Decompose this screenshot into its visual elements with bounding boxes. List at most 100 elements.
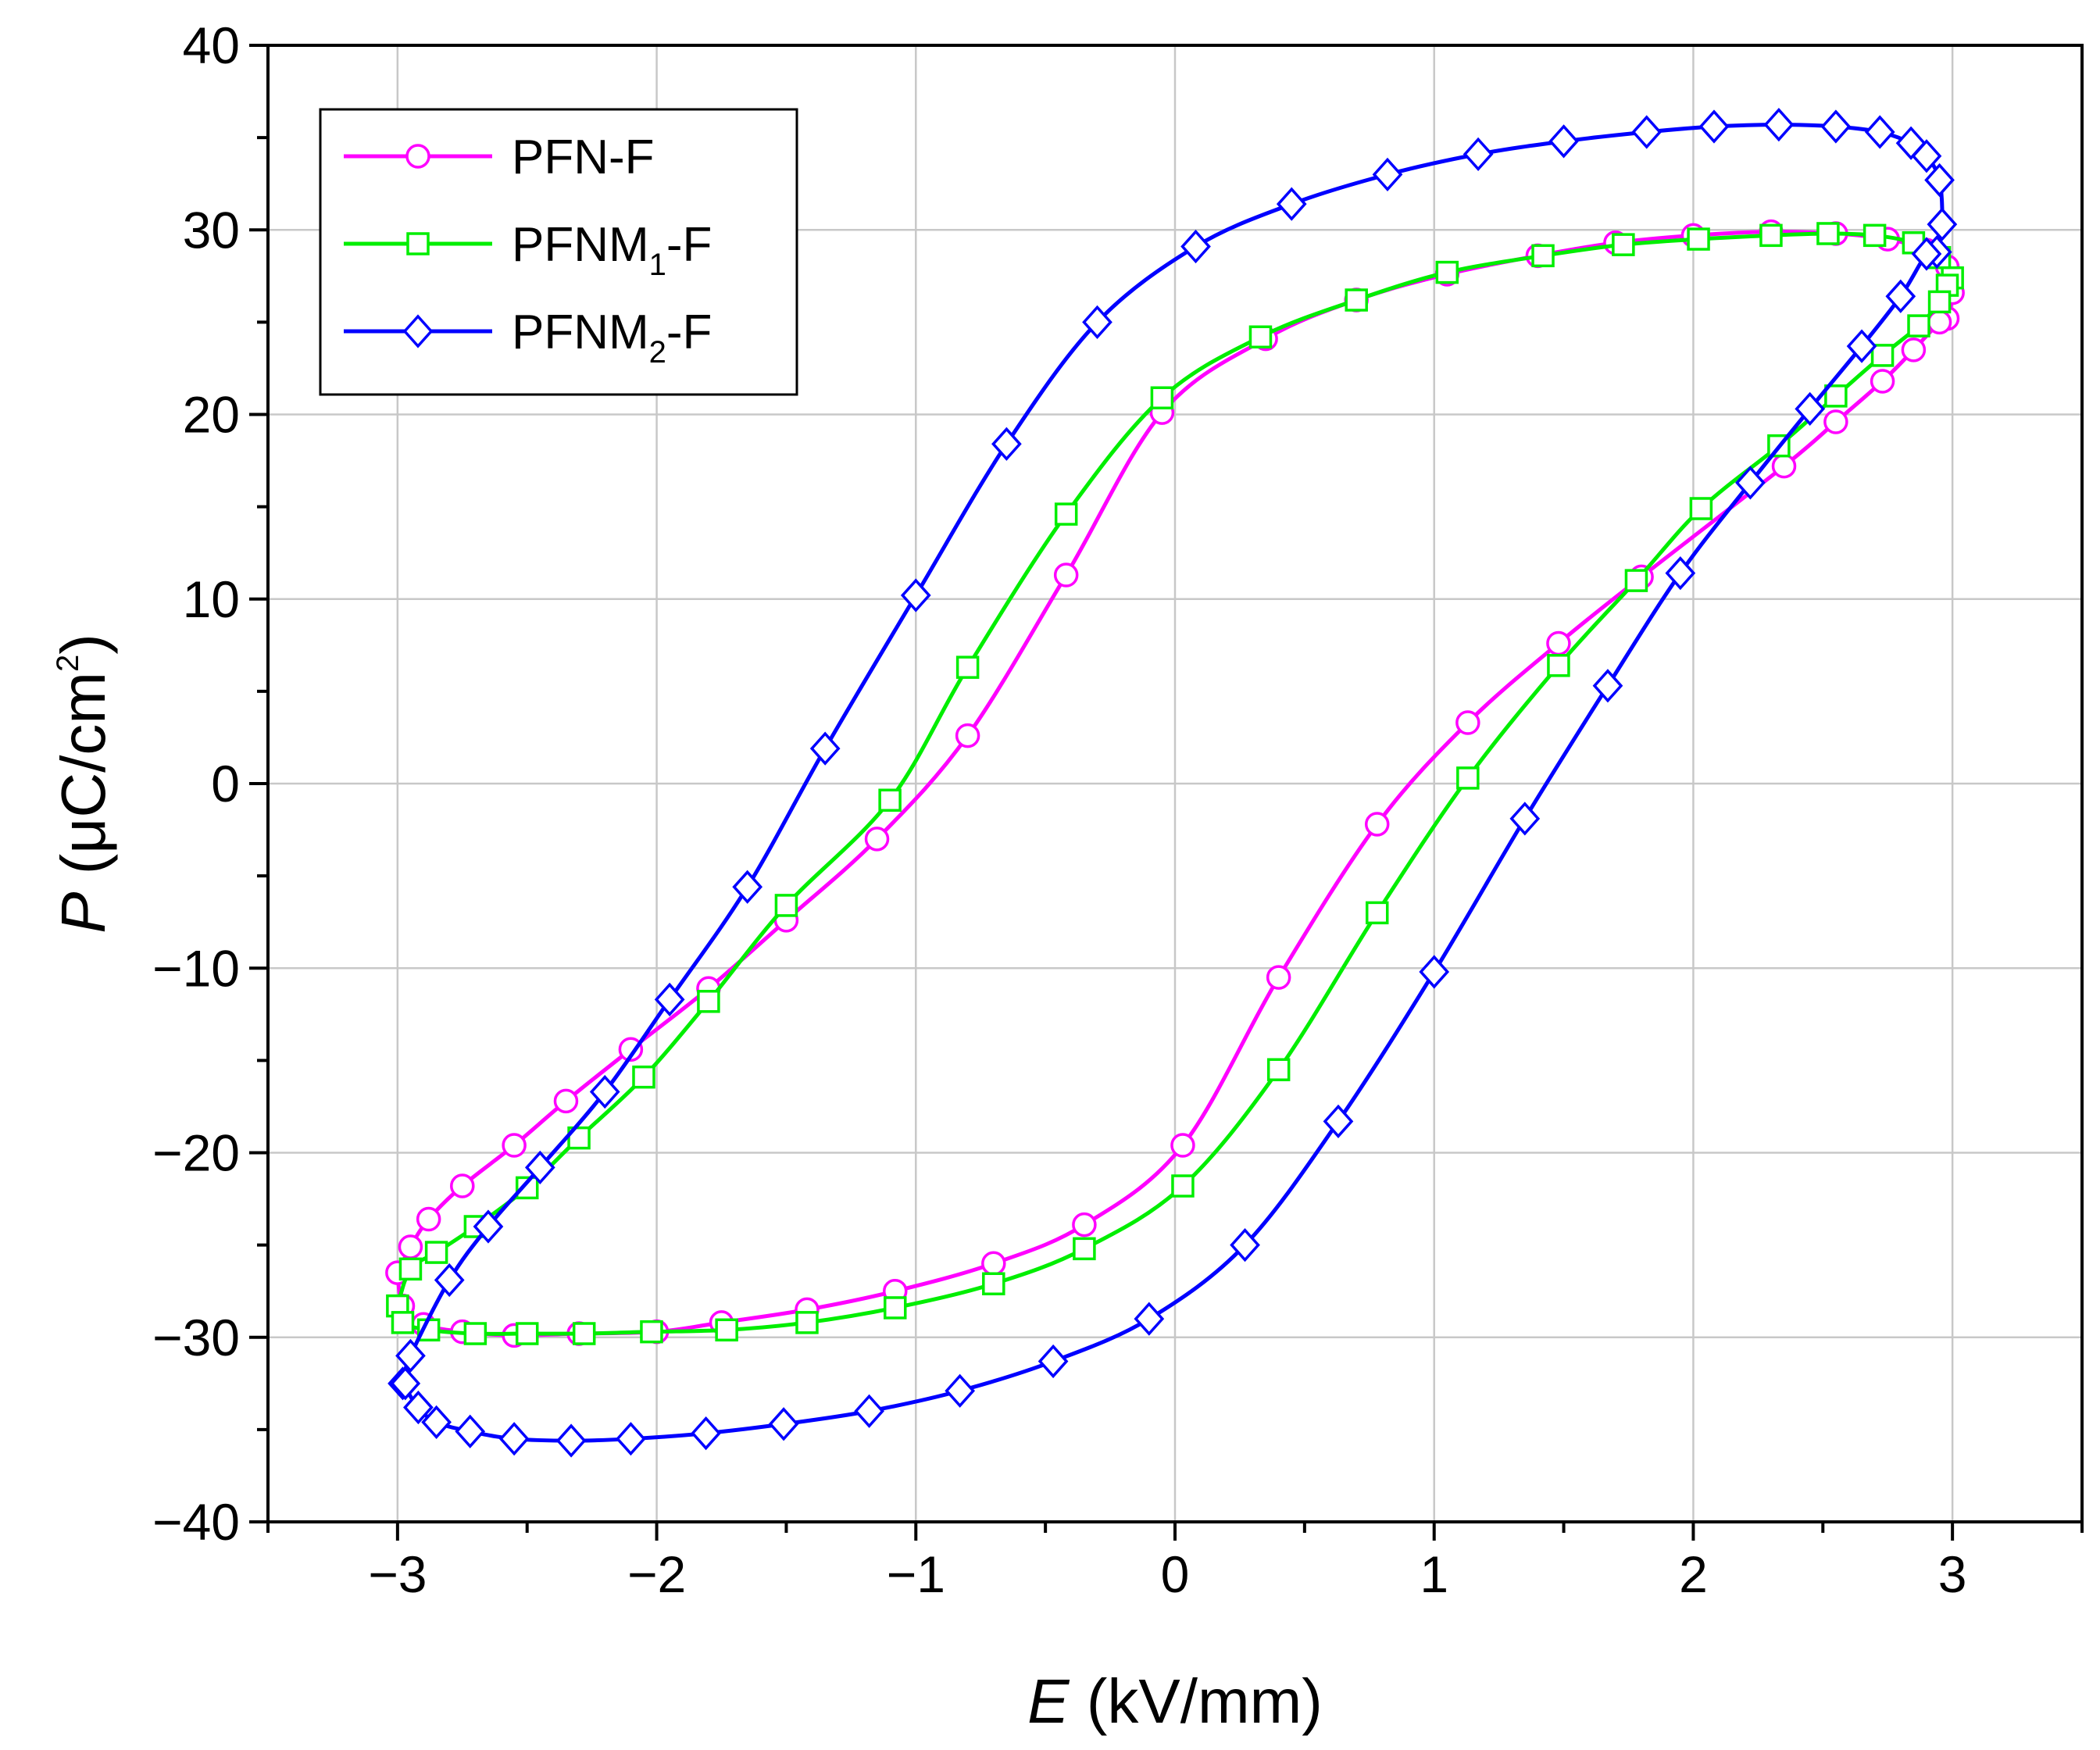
data-point-PFNM2-F-3 <box>473 1209 504 1244</box>
data-point-PFN-F-9 <box>864 827 890 852</box>
data-point-PFNM1-F-40 <box>883 1296 907 1320</box>
data-point-PFNM2-F-30 <box>1795 391 1826 427</box>
legend-label-suffix: -F <box>666 218 712 272</box>
data-point-PFNM1-F-36 <box>1266 1058 1291 1081</box>
data-point-PFN-F-32 <box>1546 630 1571 656</box>
data-point-PFNM2-F-19 <box>1763 107 1795 142</box>
data-point-PFN-F-30 <box>1771 453 1797 479</box>
data-point-PFNM1-F-22 <box>1902 231 1926 255</box>
data-point-PFNM2-F-25 <box>1927 207 1958 241</box>
legend-label-main: PFNM <box>512 305 649 359</box>
data-point-PFNM2-F-24 <box>1924 162 1955 198</box>
data-point-PFNM2-F-4 <box>524 1150 555 1185</box>
legend-label: PFN-F <box>512 130 655 184</box>
data-point-PFNM2-F-7 <box>732 870 763 904</box>
legend-item-PFN-F: PFN-F <box>344 130 655 184</box>
legend-label: PFNM2-F <box>512 305 712 370</box>
data-point-PFN-F-6 <box>618 1037 644 1062</box>
y-tick-label-0: −40 <box>152 1493 240 1551</box>
data-point-PFNM2-F-31 <box>1735 466 1766 500</box>
data-point-PFNM1-F-13 <box>1248 325 1273 349</box>
data-point-PFNM2-F-21 <box>1864 115 1895 149</box>
data-point-PFNM1-F-31 <box>1689 497 1713 520</box>
y-axis-title: P (μC/cm2) <box>48 634 118 934</box>
data-point-PFN-F-1 <box>398 1234 423 1259</box>
x-tick-label-3: 0 <box>1161 1545 1190 1603</box>
series-PFNM2-F <box>388 107 1958 1458</box>
y-axis-unit: (μC/cm <box>48 672 118 892</box>
data-point-PFN-F-34 <box>1364 812 1390 837</box>
data-point-PFNM2-F-5 <box>589 1074 620 1109</box>
y-axis-unit-close: ) <box>48 634 118 655</box>
data-point-PFN-F-33 <box>1455 710 1480 735</box>
legend-label-subscript: 1 <box>649 248 666 282</box>
data-point-PFNM1-F-20 <box>1816 222 1840 245</box>
x-tick-label-0: −3 <box>368 1545 427 1603</box>
data-point-PFNM2-F-34 <box>1509 802 1541 836</box>
data-point-PFN-F-27 <box>1901 338 1927 362</box>
y-tick-label-8: 40 <box>183 16 240 74</box>
data-point-PFNM1-F-44 <box>572 1322 596 1345</box>
data-point-PFNM2-F-28 <box>1885 279 1916 313</box>
data-point-PFNM1-F-32 <box>1624 569 1648 592</box>
data-point-PFNM2-F-29 <box>1846 329 1877 363</box>
data-point-PFNM1-F-38 <box>1073 1237 1096 1261</box>
legend-marker <box>405 144 430 169</box>
data-point-PFNM2-F-49 <box>403 1390 434 1425</box>
data-point-PFN-F-38 <box>981 1251 1006 1276</box>
data-point-PFN-F-2 <box>416 1206 441 1232</box>
y-tick-label-3: −10 <box>152 939 240 997</box>
data-point-PFNM2-F-10 <box>991 427 1022 461</box>
x-tick-label-5: 2 <box>1679 1545 1708 1603</box>
data-point-PFN-F-37 <box>1072 1212 1097 1238</box>
data-point-PFNM1-F-12 <box>1150 386 1174 409</box>
data-point-PFNM2-F-1 <box>395 1338 426 1373</box>
data-point-PFNM2-F-9 <box>900 578 931 612</box>
data-point-PFNM2-F-35 <box>1419 955 1450 989</box>
data-point-PFNM2-F-14 <box>1372 157 1403 191</box>
data-point-PFNM2-F-16 <box>1548 124 1579 159</box>
data-point-PFNM1-F-8 <box>774 894 798 917</box>
y-tick-label-6: 20 <box>183 386 240 444</box>
y-axis-unit-sup: 2 <box>51 655 85 672</box>
data-point-PFNM1-F-48 <box>391 1311 415 1334</box>
data-point-PFN-F-4 <box>502 1133 527 1158</box>
data-point-PFNM2-F-38 <box>1134 1302 1165 1336</box>
data-point-PFN-F-10 <box>955 723 980 748</box>
data-point-PFNM1-F-6 <box>632 1065 655 1089</box>
data-point-PFNM1-F-28 <box>1870 344 1895 367</box>
data-point-PFNM1-F-1 <box>398 1257 423 1281</box>
legend-label-suffix: -F <box>666 305 712 359</box>
x-axis-title: E (kV/mm) <box>1027 1666 1323 1736</box>
data-point-PFNM1-F-39 <box>982 1272 1005 1295</box>
data-point-PFNM1-F-29 <box>1824 384 1848 408</box>
data-point-PFNM1-F-15 <box>1435 260 1459 284</box>
data-point-PFNM2-F-45 <box>555 1423 587 1458</box>
data-point-PFNM2-F-44 <box>616 1422 646 1456</box>
data-point-PFNM1-F-9 <box>878 788 902 812</box>
data-point-PFNM1-F-2 <box>424 1241 448 1264</box>
data-point-PFNM1-F-45 <box>515 1322 539 1345</box>
data-point-PFN-F-36 <box>1170 1133 1195 1158</box>
y-tick-label-7: 30 <box>183 201 240 259</box>
x-tick-label-4: 1 <box>1420 1545 1448 1603</box>
data-point-PFNM1-F-27 <box>1907 314 1930 338</box>
legend-label-subscript: 2 <box>649 335 666 370</box>
legend-label: PFNM1-F <box>512 218 712 282</box>
x-tick-label-2: −1 <box>887 1545 945 1603</box>
data-point-PFNM2-F-23 <box>1911 139 1942 173</box>
data-point-PFNM1-F-17 <box>1612 233 1635 256</box>
data-point-PFNM1-F-34 <box>1456 766 1480 790</box>
data-point-PFNM2-F-46 <box>498 1422 530 1456</box>
data-point-PFN-F-29 <box>1823 409 1848 434</box>
data-point-PFNM2-F-37 <box>1230 1228 1260 1262</box>
data-point-PFNM2-F-48 <box>421 1405 452 1440</box>
x-tick-label-1: −2 <box>627 1545 686 1603</box>
data-point-PFNM1-F-33 <box>1547 654 1570 677</box>
data-point-PFNM2-F-6 <box>654 982 685 1017</box>
data-point-PFNM2-F-50 <box>390 1366 421 1401</box>
data-point-PFNM1-F-43 <box>640 1320 663 1344</box>
